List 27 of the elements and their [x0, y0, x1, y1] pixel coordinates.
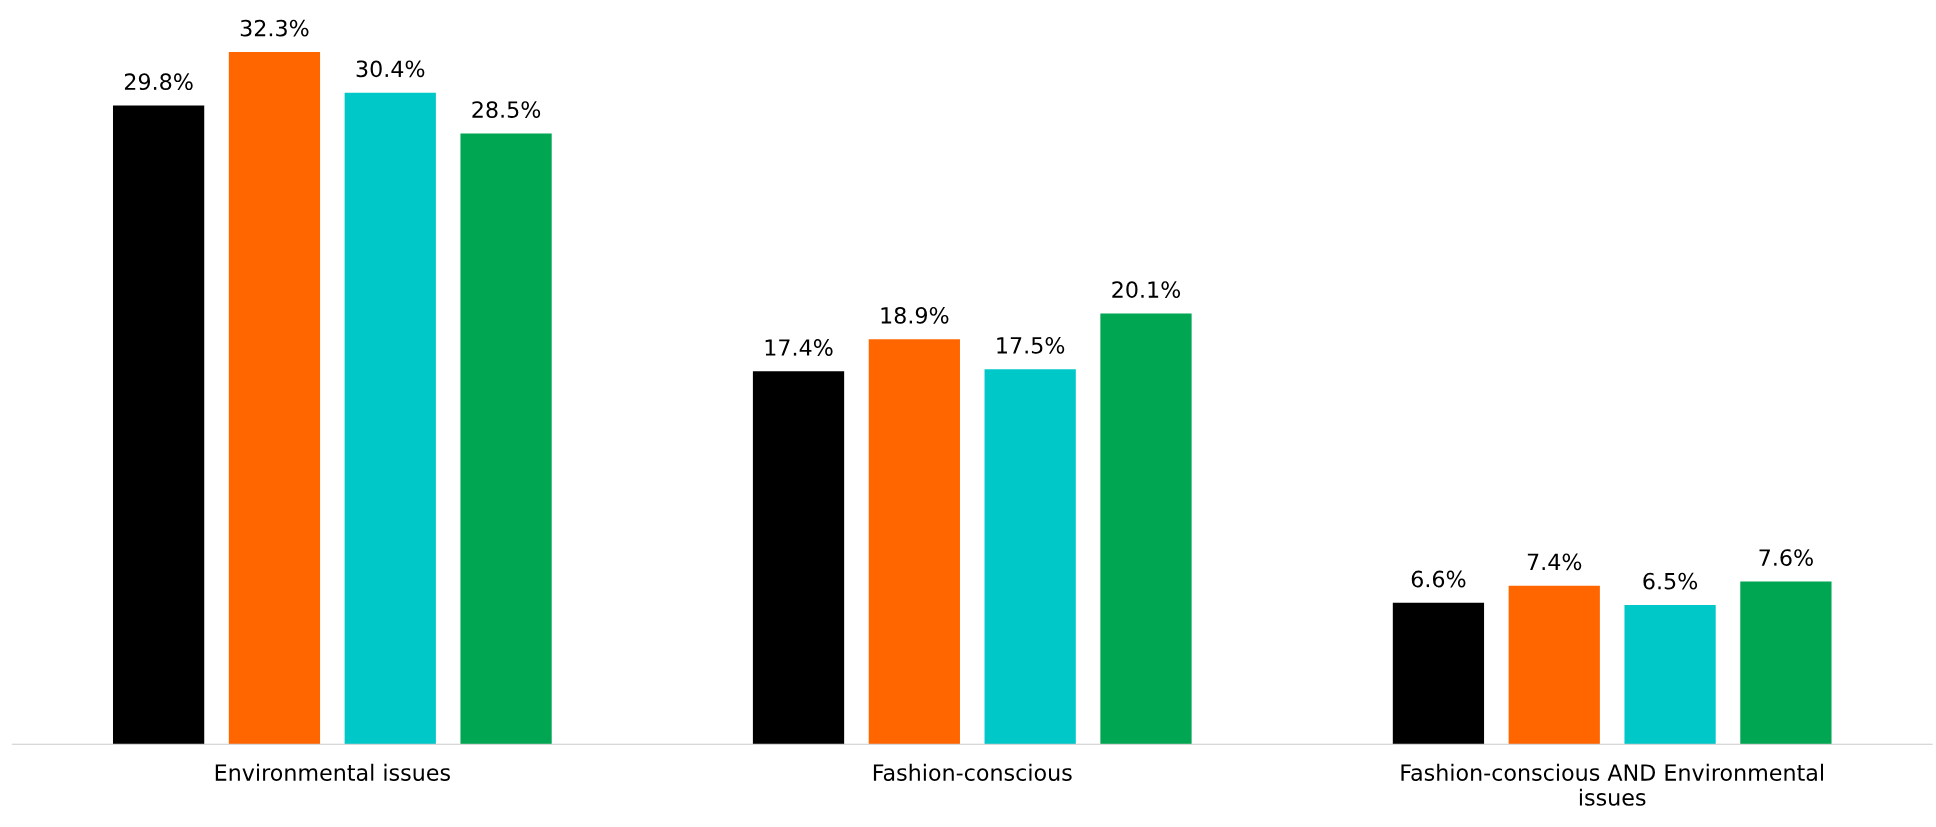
bar [228, 51, 321, 745]
data-label: 17.4% [765, 339, 833, 356]
bar [112, 105, 205, 745]
bar [1740, 581, 1832, 745]
bar [984, 369, 1076, 745]
data-label: 29.8% [124, 73, 193, 91]
x-tick-label: Fashion-conscious AND Environmental issues [1401, 763, 1823, 806]
bar [344, 92, 436, 745]
data-label: 7.6% [1759, 549, 1813, 566]
bar [1392, 602, 1485, 745]
data-label: 28.5% [472, 101, 541, 118]
bar [868, 339, 960, 745]
x-tick-label: Environmental issues [215, 763, 450, 781]
data-label: 20.1% [1112, 281, 1181, 299]
data-label: 32.3% [240, 19, 309, 37]
data-label: 6.6% [1411, 570, 1466, 588]
bar [1624, 604, 1716, 745]
data-label: 30.4% [356, 60, 425, 78]
bar [460, 133, 552, 745]
data-label: 6.5% [1643, 572, 1698, 590]
data-label: 17.5% [997, 336, 1065, 354]
bar [1508, 585, 1600, 745]
data-label: 7.4% [1527, 553, 1582, 571]
x-tick-label: Fashion-conscious [873, 763, 1072, 781]
bar [752, 371, 845, 745]
bar [1100, 313, 1192, 745]
data-label: 18.9% [881, 306, 949, 324]
